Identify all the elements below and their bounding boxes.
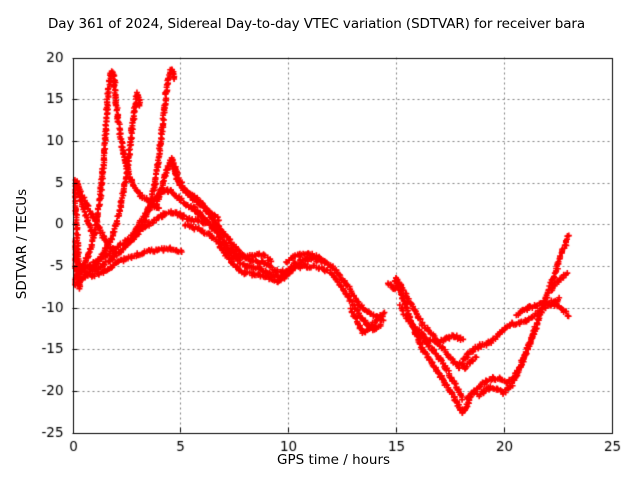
scatter-plot-canvas [0, 0, 640, 480]
chart-container: Day 361 of 2024, Sidereal Day-to-day VTE… [0, 0, 640, 480]
